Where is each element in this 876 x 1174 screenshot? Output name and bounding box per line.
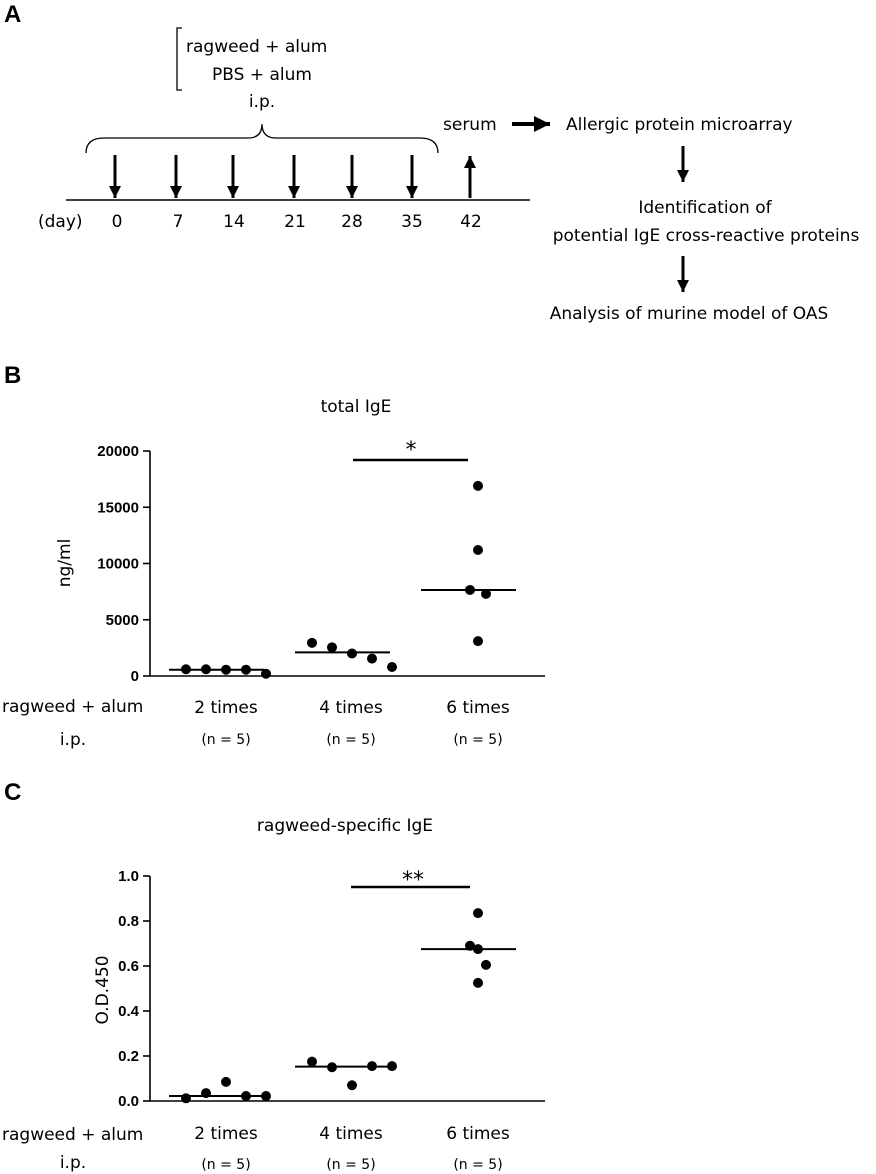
data-point <box>181 664 191 675</box>
data-point <box>307 637 317 648</box>
data-point <box>221 1076 231 1087</box>
data-point <box>473 977 483 988</box>
y-tick-label: 10000 <box>97 556 139 573</box>
significance-label: * <box>406 438 417 463</box>
n-label: (n = 5) <box>453 1157 502 1173</box>
y-axis-ticks: 0.0 0.2 0.4 0.6 0.8 1.0 <box>118 868 150 1110</box>
day-tick: 7 <box>173 212 184 232</box>
x-row-label-route: i.p. <box>60 730 86 750</box>
chart-title: total IgE <box>321 397 392 417</box>
data-point <box>367 1061 377 1072</box>
data-point <box>473 908 483 919</box>
x-category-label: 2 times <box>194 1124 258 1144</box>
data-point <box>307 1056 317 1067</box>
data-points <box>181 480 491 679</box>
panel-a: A ragweed + alum PBS + alum i.p. (day) 0… <box>4 1 859 324</box>
y-axis-label: ng/ml <box>55 539 75 588</box>
flow-step-cross-reactive: potential IgE cross-reactive proteins <box>553 226 860 246</box>
day-tick: 35 <box>401 212 423 232</box>
x-row-label: ragweed + alum <box>2 697 143 717</box>
data-point <box>347 1080 357 1091</box>
n-label: (n = 5) <box>326 732 375 748</box>
data-point <box>327 642 337 653</box>
y-tick-label: 20000 <box>97 443 139 460</box>
x-category-label: 6 times <box>446 1124 510 1144</box>
panel-a-letter: A <box>4 1 21 28</box>
y-axis-label: O.D.450 <box>93 955 113 1024</box>
day-tick: 14 <box>223 212 245 232</box>
data-point <box>387 662 397 672</box>
x-category-label: 4 times <box>319 1124 383 1144</box>
chart-title: ragweed-specific IgE <box>257 816 433 836</box>
x-row-label-route: i.p. <box>60 1153 86 1173</box>
data-point <box>241 664 251 675</box>
y-tick-label: 0.2 <box>118 1048 139 1065</box>
injection-brace <box>85 123 439 154</box>
treatment-pbs: PBS + alum <box>212 65 312 85</box>
n-label: (n = 5) <box>201 732 250 748</box>
injection-arrows <box>109 155 418 198</box>
data-point <box>473 944 483 955</box>
data-point <box>181 1093 191 1104</box>
data-point <box>261 1091 271 1102</box>
data-point <box>473 636 483 647</box>
significance-label: ** <box>402 868 424 893</box>
x-category-label: 4 times <box>319 698 383 718</box>
y-tick-label: 0.4 <box>118 1003 140 1020</box>
x-category-label: 6 times <box>446 698 510 718</box>
n-label: (n = 5) <box>326 1157 375 1173</box>
y-axis-ticks: 0 5000 10000 15000 20000 <box>97 443 150 685</box>
data-point <box>201 1088 211 1099</box>
y-tick-label: 1.0 <box>118 868 139 885</box>
panel-b: B total IgE ng/ml 0 5000 10000 15000 20000 *… <box>2 362 545 750</box>
data-point <box>481 588 491 599</box>
day-label: (day) <box>38 212 83 232</box>
day-tick: 0 <box>112 212 123 232</box>
x-row-label: ragweed + alum <box>2 1125 143 1145</box>
data-point <box>327 1062 337 1073</box>
y-tick-label: 15000 <box>97 499 139 516</box>
y-tick-label: 0 <box>131 668 139 685</box>
panel-c-letter: C <box>4 779 21 806</box>
data-point <box>473 545 483 555</box>
day-tick: 21 <box>284 212 306 232</box>
median-lines <box>169 948 516 1098</box>
panel-c: C ragweed-specific IgE O.D.450 0.0 0.2 0.4… <box>2 779 545 1173</box>
data-point <box>473 480 483 491</box>
y-tick-label: 0.8 <box>118 913 139 930</box>
day-tick: 42 <box>460 212 482 232</box>
data-point <box>221 664 231 675</box>
n-label: (n = 5) <box>453 732 502 748</box>
data-point <box>201 664 211 675</box>
data-point <box>367 653 377 664</box>
data-point <box>387 1061 397 1072</box>
y-tick-label: 0.0 <box>118 1093 139 1110</box>
data-point <box>481 959 491 970</box>
data-point <box>465 584 475 595</box>
flow-step-identification: Identification of <box>638 198 772 218</box>
data-point <box>261 668 271 679</box>
data-point <box>465 940 475 951</box>
treatment-bracket <box>176 27 182 91</box>
median-lines <box>169 588 516 671</box>
data-points <box>181 908 491 1104</box>
route-label: i.p. <box>249 92 275 112</box>
day-tick: 28 <box>341 212 363 232</box>
n-label: (n = 5) <box>201 1157 250 1173</box>
x-category-label: 2 times <box>194 698 258 718</box>
panel-b-letter: B <box>4 362 21 389</box>
data-point <box>347 648 357 659</box>
y-tick-label: 5000 <box>106 612 139 629</box>
y-tick-label: 0.6 <box>118 958 139 975</box>
flow-step-oas: Analysis of murine model of OAS <box>550 304 829 324</box>
serum-label: serum <box>443 115 497 135</box>
data-point <box>241 1091 251 1102</box>
treatment-ragweed: ragweed + alum <box>186 37 327 57</box>
flow-step-microarray: Allergic protein microarray <box>566 115 793 135</box>
